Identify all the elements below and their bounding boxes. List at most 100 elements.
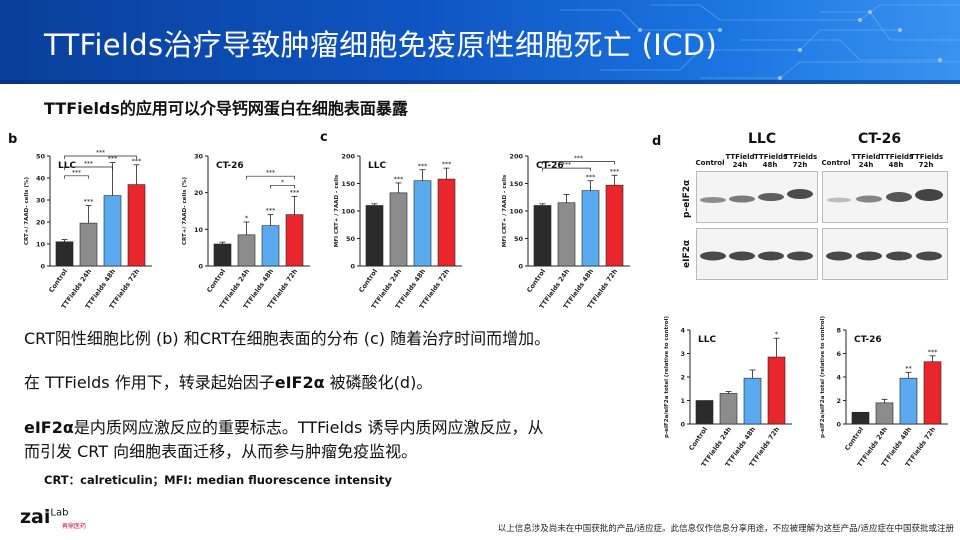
bar [533, 205, 552, 267]
significance-bracket [542, 161, 615, 165]
bar [103, 195, 122, 267]
chart-d-ct26: 0 2 4 6 8 p-eIF2a/eIF2a total (relative to co… [820, 316, 948, 468]
x-category-label: Control [525, 268, 547, 295]
y-tick-label: 6 [836, 350, 841, 358]
y-tick-label: 0 [518, 263, 523, 271]
x-category-label: Control [205, 268, 227, 295]
y-tick-label: 50 [346, 235, 356, 243]
significance-bracket [64, 155, 137, 159]
significance-bracket [270, 184, 295, 189]
significance-label: *** [442, 160, 453, 168]
bar [851, 411, 870, 425]
bar [79, 222, 98, 267]
blot-label-eif2a: eIF2α [682, 239, 692, 268]
chart-d-llc: 0 1 2 3 4 p-eIF2a/eIF2a total (relative to co… [664, 316, 792, 468]
slide-title: TTFields治疗导致肿瘤细胞免疫原性细胞死亡 (ICD) [44, 28, 717, 62]
y-axis-label: MFI CRT+ / 7AAD - cells [334, 174, 340, 247]
bar [605, 184, 624, 267]
y-tick-label: 50 [514, 235, 524, 243]
y-tick-label: 20 [194, 189, 204, 197]
bar [285, 214, 304, 267]
bar [875, 402, 894, 425]
y-tick-label: 0 [836, 421, 841, 429]
significance-label: * [775, 330, 779, 338]
significance-label: *** [96, 150, 105, 157]
slide-subtitle: TTFields的应用可以介导钙网蛋白在细胞表面暴露 [44, 99, 408, 118]
company-logo: zaiLab [20, 506, 69, 528]
significance-bracket [64, 166, 113, 170]
x-category-label: Control [47, 268, 69, 295]
bar [261, 225, 280, 267]
significance-label: *** [132, 157, 143, 165]
paragraph-3-line-1: eIF2α是内质网应激反应的重要标志。TTFields 诱导内质网应激反应，从 [24, 418, 544, 437]
panel-letter-d: d [652, 134, 662, 149]
bar [389, 192, 408, 267]
chart-title: CT-26 [854, 335, 882, 345]
y-tick-label: 4 [680, 327, 685, 335]
significance-label: *** [290, 188, 301, 196]
significance-label: * [245, 214, 249, 222]
y-tick-label: 1 [680, 397, 685, 405]
paragraph-2: 在 TTFields 作用下，转录起始因子eIF2α 被磷酸化(d)。 [24, 373, 433, 392]
significance-label: *** [266, 207, 277, 215]
chart-b-llc: 0 10 20 30 40 50 CRT+/ 7AAD- cells (%) LLC Contr… [24, 150, 152, 310]
blot-label-p-eif2a: p-eIF2α [682, 179, 692, 218]
significance-bracket [246, 175, 295, 180]
bar [557, 202, 576, 267]
y-axis-label: p-eIF2a/eIF2a total (relative to control… [664, 316, 670, 438]
significance-label: ** [905, 364, 912, 372]
bar [237, 234, 256, 267]
significance-label: *** [610, 167, 621, 175]
paragraph-3-line-2: 而引发 CRT 向细胞表面迁移，从而参与肿瘤免疫监视。 [24, 442, 418, 461]
significance-bracket [542, 167, 591, 172]
bar [923, 361, 942, 425]
blot-llc-p-eif2a [696, 171, 818, 223]
significance-bracket [64, 175, 89, 179]
blot-ct26-eif2a [822, 228, 948, 280]
y-tick-label: 2 [836, 397, 841, 405]
paragraph-1: CRT阳性细胞比例 (b) 和CRT在细胞表面的分布 (c) 随着治疗时间而增加… [24, 329, 551, 348]
footnote: CRT：calreticulin；MFI: median fluorescenc… [44, 473, 392, 487]
y-tick-label: 150 [341, 180, 355, 188]
bar [695, 400, 714, 425]
disclaimer-text: 以上信息涉及尚未在中国获批的产品/适应症。此信息仅作信息分享用途，不应被理解为这… [497, 524, 954, 534]
y-tick-label: 10 [36, 241, 46, 249]
y-tick-label: 30 [36, 197, 46, 205]
y-axis-label: p-eIF2a/eIF2a total (relative to control… [820, 316, 826, 438]
y-tick-label: 40 [36, 175, 46, 183]
x-category-label: Control [357, 268, 379, 295]
significance-label: *** [928, 348, 939, 356]
chart-c-llc: 0 50 100 150 200 MFI CRT+ / 7AAD - cells LLC Co… [334, 153, 462, 310]
significance-label: *** [586, 173, 597, 181]
y-axis-label: MFI CRT+ / 7AAD - cells [502, 174, 508, 247]
blot-lane-header: TTFields 48h [754, 153, 788, 169]
significance-label: *** [266, 170, 275, 177]
x-category-label: Control [843, 426, 865, 453]
chart-c-ct26: 0 50 100 150 200 MFI CRT+ / 7AAD - cells CT-26… [502, 153, 630, 310]
bar [437, 178, 456, 267]
significance-label: *** [574, 155, 583, 162]
bar [899, 377, 918, 425]
bar [581, 190, 600, 267]
blot-lane-header: TTFields 72h [784, 153, 818, 169]
significance-label: *** [84, 161, 93, 168]
bar [719, 393, 738, 425]
chart-title: LLC [368, 161, 386, 171]
significance-label: *** [84, 198, 95, 206]
y-tick-label: 0 [40, 263, 45, 271]
y-tick-label: 200 [509, 153, 523, 161]
panel-letter-b: b [8, 132, 18, 147]
y-tick-label: 4 [836, 374, 841, 382]
y-tick-label: 8 [836, 327, 841, 335]
y-axis-label: CRT+/ 7AAD- cells (%) [182, 177, 188, 245]
blot-title-ct26: CT-26 [858, 131, 902, 147]
bar [767, 356, 786, 425]
blot-ct26-p-eif2a [822, 171, 948, 223]
y-tick-label: 0 [198, 263, 203, 271]
bar [55, 241, 74, 267]
chart-title: LLC [58, 161, 76, 171]
y-tick-label: 3 [680, 350, 685, 358]
y-tick-label: 20 [36, 219, 46, 227]
y-tick-label: 150 [509, 180, 523, 188]
y-tick-label: 100 [509, 208, 523, 216]
